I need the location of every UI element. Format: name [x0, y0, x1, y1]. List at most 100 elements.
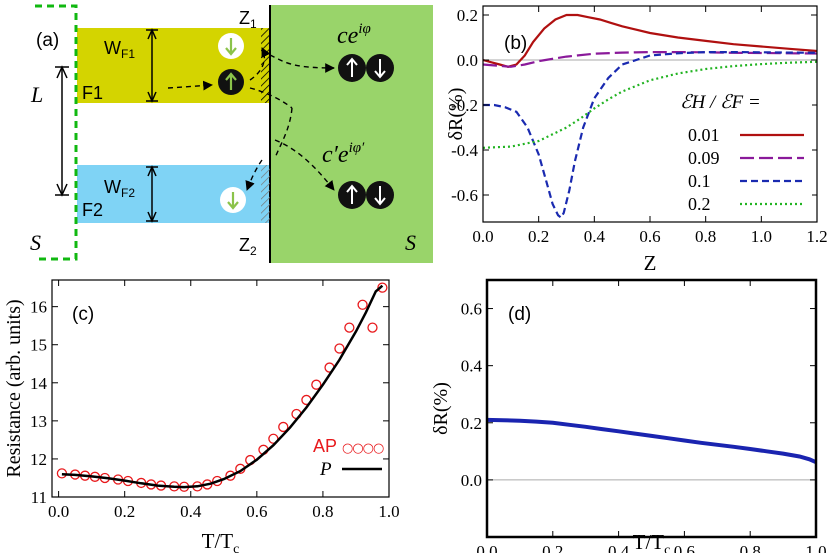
- cpe-label: c′eiφ′: [322, 140, 365, 168]
- y-tick-label: 0.0: [457, 51, 478, 70]
- y-tick-label: 0.4: [461, 357, 483, 376]
- length-l-arrowhead-bottom: [56, 183, 68, 197]
- spin-up-f1-arrow-icon: [225, 72, 237, 90]
- barrier-z2: [261, 165, 270, 223]
- x-axis-label: T/Tc: [633, 530, 671, 553]
- x-tick-label: 0.8: [695, 227, 716, 246]
- transmitted-trajectory-1: [269, 54, 335, 73]
- y-tick-label: -0.4: [451, 141, 478, 160]
- y-tick-label: 0.6: [461, 300, 482, 319]
- y-tick-label: -0.2: [451, 96, 478, 115]
- ce-label: ceiφ: [337, 21, 371, 49]
- y-axis-label: δR(%): [445, 88, 467, 141]
- incoming-trajectory: [167, 80, 213, 91]
- plot-frame: [485, 278, 818, 539]
- pair1-up-arrow-icon: [346, 57, 358, 77]
- data-point: [357, 299, 368, 310]
- y-tick-label: 13: [30, 412, 47, 431]
- plot-frame: [51, 279, 390, 498]
- legend-entry-label: 0.01: [688, 125, 720, 145]
- legend-entry-label: 0.1: [688, 171, 711, 191]
- s-left-label: S: [30, 230, 41, 255]
- to-f2-trajectory: [245, 159, 263, 191]
- x-tick-label: 0.8: [740, 542, 761, 553]
- trajectories: [167, 47, 335, 191]
- data-point: [311, 379, 322, 390]
- superconductor-region: [270, 5, 433, 263]
- x-tick-label: 1.0: [805, 542, 826, 553]
- y-tick-label: 0.2: [457, 6, 478, 25]
- series-line-0.2: [482, 60, 818, 149]
- width-wf1-head-bottom: [147, 91, 157, 103]
- data-point: [334, 343, 345, 354]
- x-tick-label: 1.2: [806, 227, 827, 246]
- x-axis-label: T/Tc: [202, 529, 240, 553]
- width-wf1-head-top: [147, 28, 157, 40]
- series-line-0.09: [482, 50, 818, 68]
- pair2-down-arrow-icon: [374, 186, 386, 206]
- chart-b: 0.0 0.2 0.4 0.6 0.8 1.0 1.2 0.2 0.0 -0.2 -0.4 -0.6 (…: [445, 5, 828, 275]
- series-line-0: [486, 417, 817, 465]
- data-point: [367, 322, 378, 333]
- length-l-arrowhead-top: [56, 65, 68, 79]
- transmitted-trajectory-2: [274, 107, 293, 159]
- legend-entry-label: AP: [313, 436, 337, 456]
- series-line-0.01: [482, 13, 818, 68]
- y-tick-label: 0.2: [461, 414, 482, 433]
- legend-title: ℰH / ℰF =: [680, 92, 761, 113]
- y-tick-label: 14: [30, 374, 48, 393]
- x-tick-label: 0.4: [584, 227, 606, 246]
- y-axis-label: Resistance (arb. units): [3, 299, 25, 477]
- x-tick-label: 0.0: [48, 502, 69, 521]
- panel-a-label: (a): [36, 30, 59, 51]
- legend-entry-label: 0.09: [688, 148, 720, 168]
- length-label: L: [30, 82, 43, 107]
- panel-label: (c): [72, 304, 94, 325]
- y-axis-label: δR(%): [430, 382, 452, 435]
- chart-d: 0.0 0.2 0.4 0.6 0.8 1.0 0.0 0.2 0.4 0.6 (d) T/Tc δR(…: [430, 278, 827, 553]
- x-tick-label: 0.8: [312, 502, 333, 521]
- s-right-label: S: [405, 230, 416, 255]
- width-wf2-head-top: [147, 165, 157, 177]
- reflected-trajectory-lower: [249, 87, 293, 109]
- panel-label: (d): [508, 304, 531, 325]
- y-tick-label: 12: [30, 450, 47, 469]
- x-tick-label: 0.6: [246, 502, 267, 521]
- series-line-0.1: [483, 50, 818, 220]
- data-point: [377, 282, 388, 293]
- x-tick-label: 0.0: [476, 542, 497, 553]
- f2-label: F2: [82, 200, 103, 220]
- width-wf2-head-bottom: [147, 211, 157, 223]
- data-point: [278, 421, 289, 433]
- legend-entry-marker: ○○○○: [342, 441, 384, 456]
- barrier-z1: [261, 28, 270, 103]
- y-tick-label: 11: [31, 488, 47, 507]
- x-tick-label: 0.6: [674, 542, 695, 553]
- data-point: [225, 470, 236, 481]
- legend-entry-label: P: [319, 459, 332, 480]
- spin-down-f2-arrow-icon: [227, 192, 239, 210]
- y-tick-label: -0.6: [451, 186, 478, 205]
- y-tick-label: 16: [30, 298, 47, 317]
- x-tick-label: 0.4: [608, 542, 630, 553]
- x-tick-label: 1.0: [751, 227, 772, 246]
- pair1-down-arrow-icon: [374, 59, 386, 79]
- series-line-P: [61, 284, 384, 489]
- panel-label: (b): [504, 33, 527, 54]
- x-tick-label: 0.6: [639, 227, 660, 246]
- wf2-label: WF2: [104, 177, 135, 200]
- x-tick-label: 0.0: [472, 227, 493, 246]
- y-tick-label: 15: [30, 336, 47, 355]
- x-tick-label: 0.4: [180, 502, 202, 521]
- wf1-label: WF1: [104, 38, 135, 61]
- legend-box: [672, 88, 812, 216]
- data-point: [344, 322, 355, 333]
- left-s-boundary-dashed: [35, 4, 78, 261]
- y-tick-label: 0.0: [461, 471, 482, 490]
- chart-c: 0.0 0.2 0.4 0.6 0.8 1.0 11 12 13 14 15 16 (c) T/Tc Res…: [3, 279, 400, 553]
- x-tick-label: 0.2: [528, 227, 549, 246]
- reflected-trajectory-upper: [249, 47, 271, 81]
- z2-label: Z2: [239, 235, 257, 258]
- pair2-up-arrow-icon: [346, 184, 358, 204]
